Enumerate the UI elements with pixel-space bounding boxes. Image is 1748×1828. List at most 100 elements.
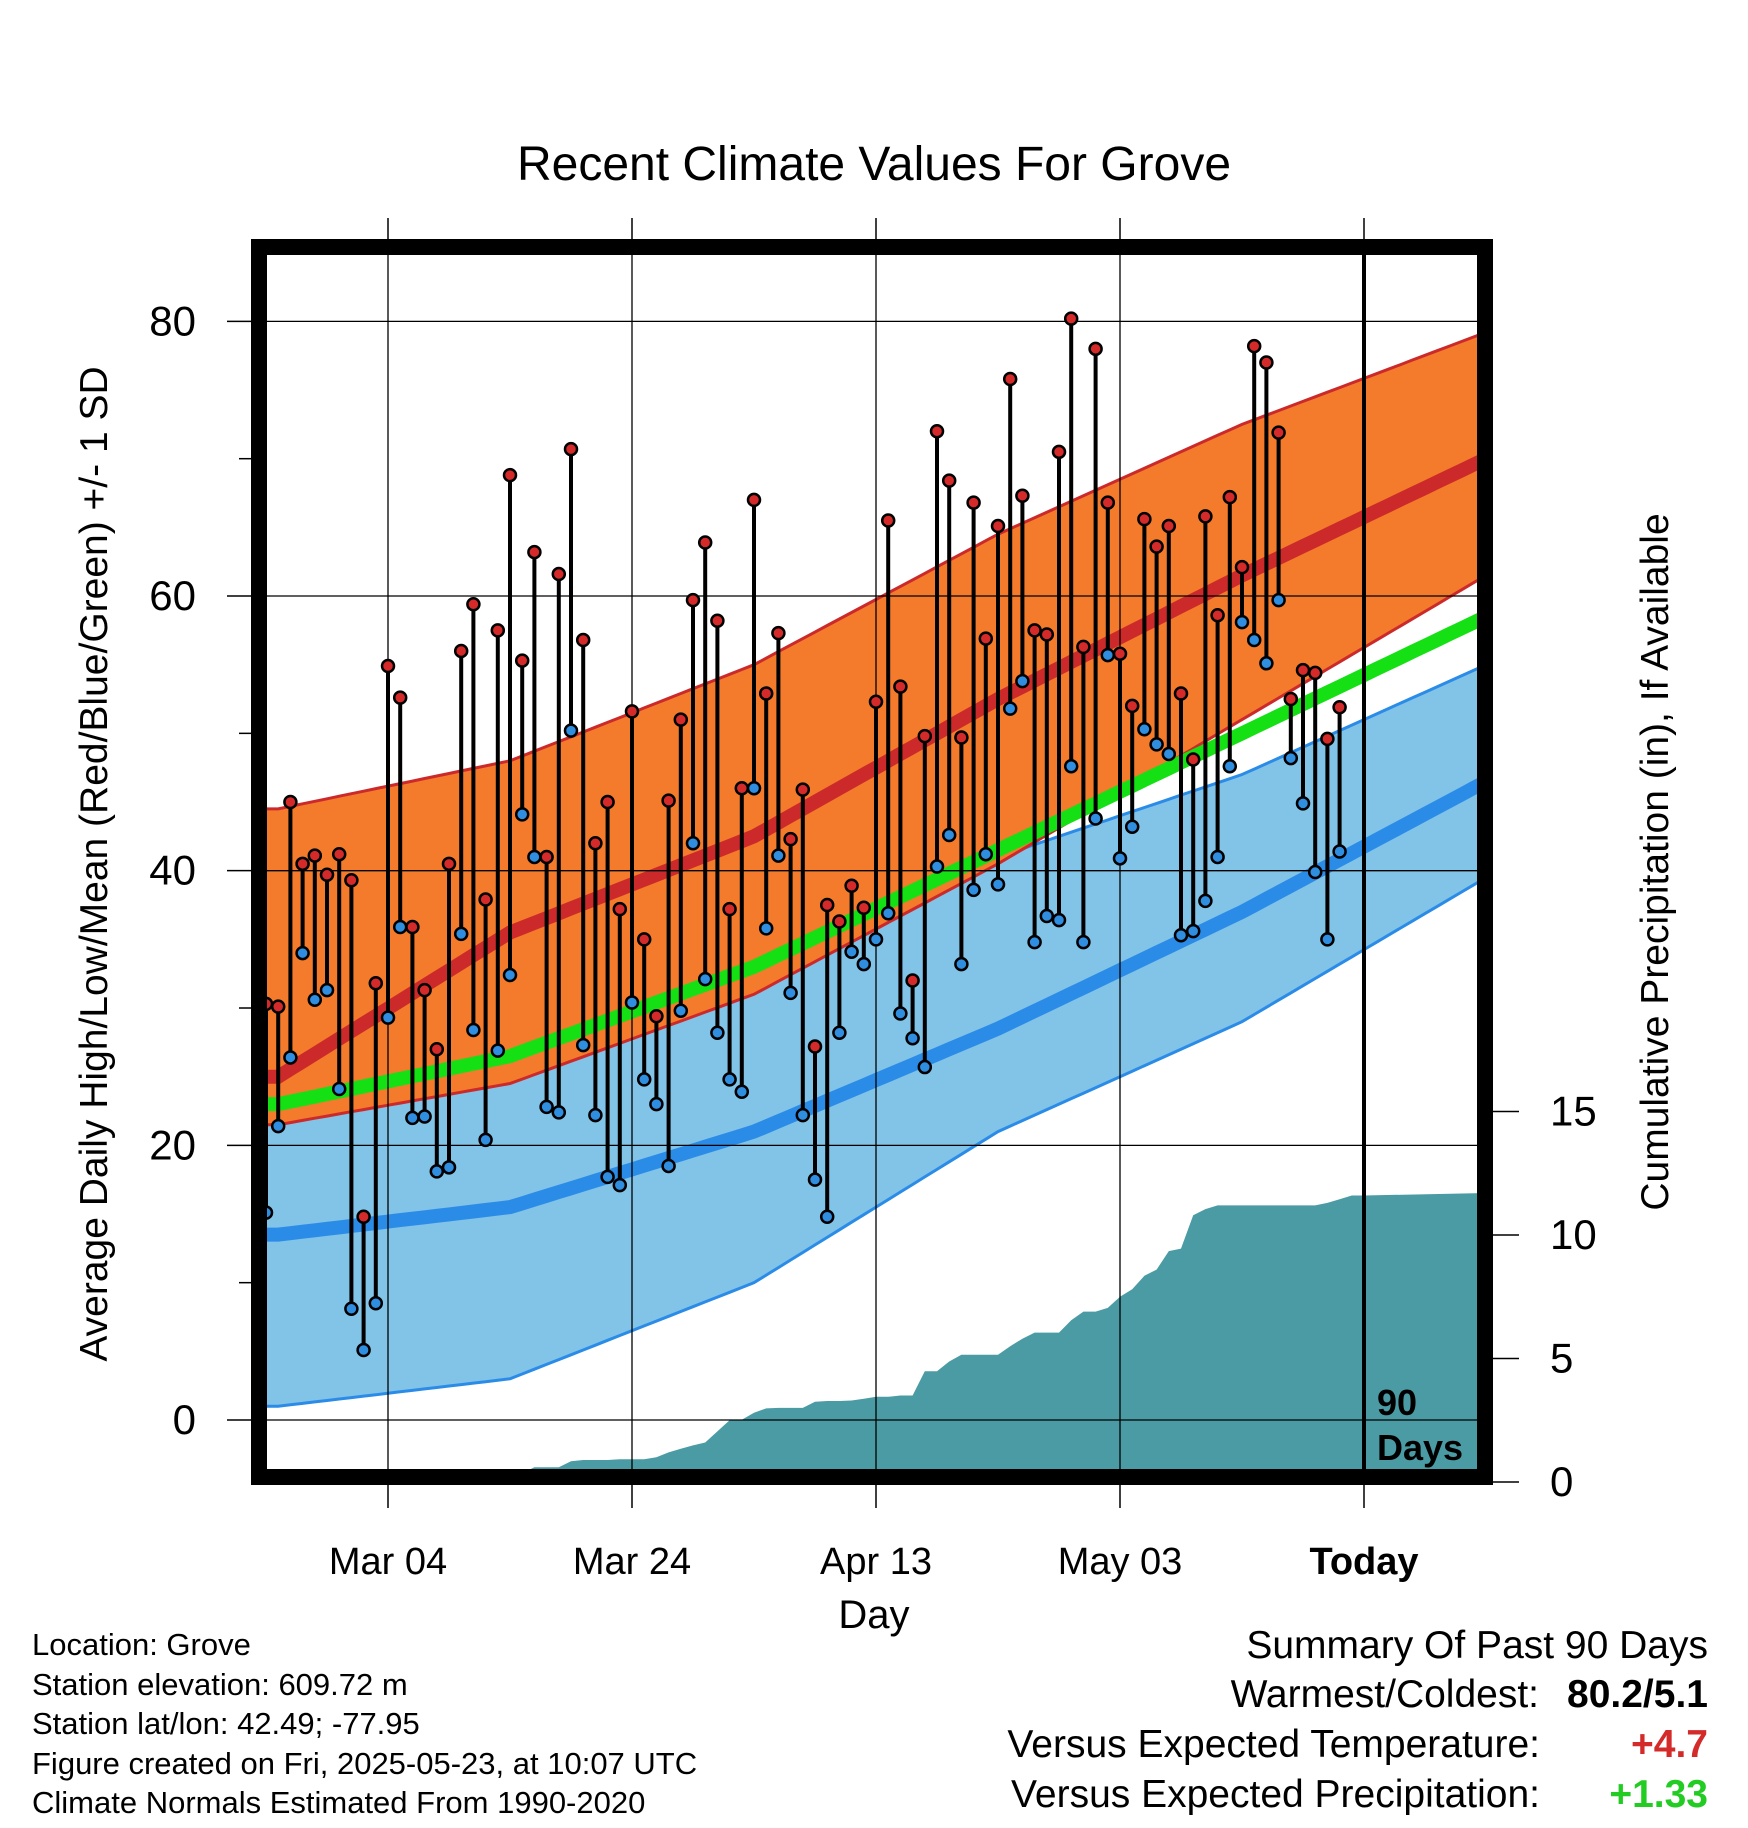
high-point	[514, 653, 530, 668]
high-point	[551, 566, 567, 582]
low-point	[392, 919, 408, 935]
high-point	[588, 835, 603, 851]
y-axis-label: Average Daily High/Low/Mean (Red/Blue/Gr…	[73, 366, 116, 1361]
low-point	[1088, 811, 1103, 826]
low-point	[1320, 932, 1335, 947]
high-point	[856, 900, 872, 916]
low-point	[270, 1118, 286, 1134]
high-point	[1039, 627, 1055, 642]
low-point	[636, 1072, 652, 1087]
low-point	[1051, 912, 1067, 928]
high-point	[734, 781, 750, 796]
low-point	[1246, 632, 1262, 648]
low-point	[649, 1096, 664, 1112]
high-point	[307, 848, 323, 863]
y2-tick-label: 15	[1550, 1088, 1597, 1135]
high-point	[1271, 425, 1286, 440]
low-point	[1161, 746, 1177, 762]
low-point	[1283, 750, 1299, 766]
high-point	[685, 592, 701, 608]
high-point	[466, 597, 481, 612]
high-point	[527, 544, 542, 560]
high-point	[612, 901, 628, 917]
today-days-word: Days	[1377, 1427, 1463, 1468]
high-point	[1320, 731, 1335, 747]
y-tick-label: 80	[149, 297, 196, 344]
low-point	[722, 1072, 737, 1087]
low-point	[478, 1132, 493, 1148]
low-point	[563, 723, 579, 738]
y-tick-label: 20	[149, 1121, 196, 1168]
high-point	[978, 631, 994, 646]
low-point	[295, 945, 310, 961]
high-point	[1002, 371, 1018, 387]
low-point	[1271, 592, 1286, 608]
low-point	[575, 1037, 591, 1053]
high-point	[746, 492, 762, 508]
low-point	[283, 1050, 298, 1065]
x-tick-label: Mar 24	[573, 1541, 691, 1583]
precipitation-value: +1.33	[1609, 1773, 1708, 1816]
low-point	[697, 971, 713, 987]
high-point	[893, 679, 908, 694]
high-point	[563, 441, 579, 457]
high-point	[1149, 539, 1164, 554]
y2-tick-label: 10	[1550, 1211, 1597, 1258]
high-point	[344, 873, 359, 888]
low-point	[466, 1022, 481, 1038]
low-point	[1332, 844, 1347, 859]
high-point	[1222, 489, 1238, 505]
precipitation-area	[390, 1193, 1486, 1480]
temperature-label: Versus Expected Temperature:	[1007, 1723, 1540, 1766]
low-point	[490, 1043, 506, 1058]
high-point	[1076, 639, 1091, 655]
low-point	[307, 992, 323, 1008]
high-point	[1185, 752, 1201, 767]
low-point	[1234, 614, 1250, 630]
summary-title: Summary Of Past 90 Days	[1246, 1624, 1708, 1667]
low-point	[844, 944, 859, 959]
x-tick-label: Mar 04	[329, 1541, 447, 1583]
low-point	[832, 1025, 847, 1040]
high-point	[649, 1008, 664, 1024]
high-point	[1198, 509, 1213, 524]
high-point	[868, 694, 884, 710]
low-point	[417, 1109, 432, 1124]
high-point	[331, 846, 347, 862]
low-point	[1027, 934, 1042, 950]
low-point	[783, 985, 798, 1001]
low-point	[356, 1342, 371, 1358]
high-point	[1332, 700, 1347, 715]
high-point	[356, 1209, 371, 1225]
high-point	[575, 632, 591, 648]
high-point	[1051, 444, 1067, 460]
high-point	[758, 686, 774, 701]
high-point	[844, 878, 859, 894]
summary-row-warmest: Warmest/Coldest: 80.2/5.1	[1007, 1670, 1708, 1720]
low-point	[1124, 819, 1140, 834]
y-tick-label: 40	[149, 847, 196, 894]
low-point	[1185, 923, 1201, 939]
x-tick-label: May 03	[1058, 1541, 1183, 1583]
high-point	[783, 831, 798, 847]
low-point	[612, 1177, 628, 1193]
low-point	[1100, 647, 1116, 663]
high-point	[966, 495, 981, 510]
low-point	[1259, 656, 1274, 671]
high-point	[417, 982, 432, 998]
low-point	[551, 1105, 567, 1120]
x-axis-label: Day	[838, 1593, 909, 1637]
low-point	[1039, 908, 1055, 924]
low-point	[746, 781, 762, 796]
low-point	[880, 906, 896, 921]
plot-border	[251, 239, 1493, 1485]
precipitation-label: Versus Expected Precipitation:	[1011, 1773, 1540, 1816]
low-point	[1063, 759, 1079, 774]
high-point	[1015, 488, 1030, 504]
warmest-coldest-label: Warmest/Coldest:	[1230, 1673, 1540, 1716]
low-point	[429, 1164, 445, 1179]
high-point	[1234, 559, 1250, 575]
high-point	[697, 535, 713, 550]
high-point	[1124, 698, 1140, 714]
low-point	[1307, 864, 1323, 880]
